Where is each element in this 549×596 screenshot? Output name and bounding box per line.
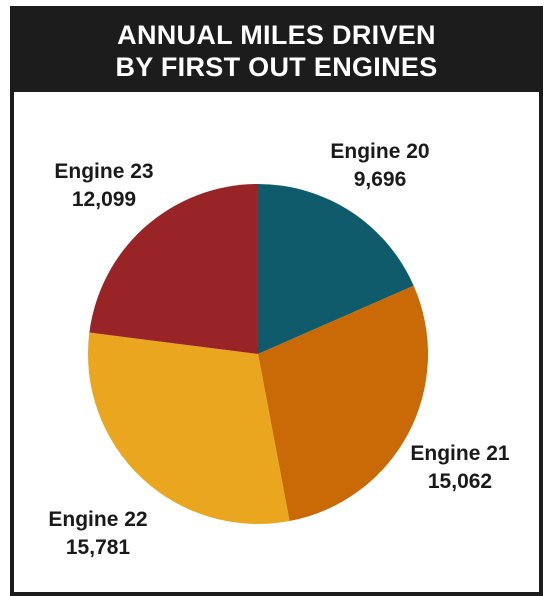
slice-name-label: Engine 22 <box>48 508 147 531</box>
chart-title-line-1: ANNUAL MILES DRIVEN <box>117 20 436 50</box>
slice-value-label: 15,781 <box>66 536 131 559</box>
chart-header: ANNUAL MILES DRIVEN BY FIRST OUT ENGINES <box>14 10 539 92</box>
chart-frame: ANNUAL MILES DRIVEN BY FIRST OUT ENGINES… <box>10 6 543 596</box>
pie-slice-engine-23 <box>89 184 258 354</box>
slice-value-label: 12,099 <box>72 188 136 211</box>
pie-slice-engine-21 <box>258 285 429 522</box>
pie-slice-engine-20 <box>258 184 414 354</box>
pie-labels: Engine 20 9,696 Engine 21 15,062 Engine 22 15… <box>48 140 510 559</box>
slice-value-label: 15,062 <box>428 470 492 493</box>
slice-name-label: Engine 23 <box>54 160 153 183</box>
slice-name-label: Engine 20 <box>330 140 429 163</box>
chart-title-line-2: BY FIRST OUT ENGINES <box>115 52 438 82</box>
pie-slice-engine-22 <box>87 332 290 525</box>
pie-slices <box>87 184 429 525</box>
slice-name-label: Engine 21 <box>410 442 510 465</box>
pie-chart: Engine 20 9,696 Engine 21 15,062 Engine 22 15… <box>48 140 510 559</box>
slice-value-label: 9,696 <box>354 168 407 191</box>
